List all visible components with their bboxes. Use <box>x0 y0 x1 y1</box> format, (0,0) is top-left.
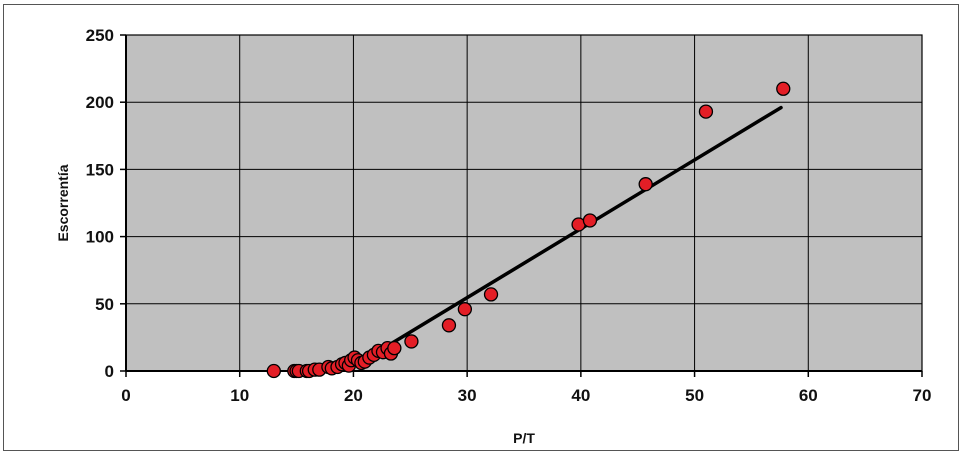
y-tick-label: 200 <box>86 93 114 112</box>
y-tick-label: 150 <box>86 160 114 179</box>
trend-line <box>366 105 783 360</box>
y-axis-title: Escorrentía <box>55 164 71 241</box>
x-tick-label: 0 <box>121 386 130 405</box>
chart-svg: 0 10 20 30 40 50 60 70 0 50 100 150 200 250 P/T Escor… <box>55 26 932 446</box>
x-tick-label: 70 <box>913 386 932 405</box>
x-tick-label: 60 <box>799 386 818 405</box>
data-point <box>404 334 419 349</box>
x-tick-label: 10 <box>230 386 249 405</box>
data-point <box>266 363 281 379</box>
data-point <box>387 341 402 356</box>
y-tick-label: 50 <box>95 295 114 314</box>
data-point <box>582 213 598 228</box>
tick-labels: 0 10 20 30 40 50 60 70 0 50 100 150 200 250 <box>86 26 932 405</box>
y-tick-label: 0 <box>105 362 114 381</box>
x-tick-label: 20 <box>344 386 363 405</box>
data-point <box>441 318 457 333</box>
data-point <box>698 104 714 119</box>
data-point <box>457 302 473 317</box>
axes <box>120 34 923 377</box>
plot-area <box>126 35 922 371</box>
y-tick-label: 250 <box>86 26 114 45</box>
y-tick-label: 100 <box>86 228 114 247</box>
data-points <box>266 81 791 379</box>
chart-frame: 0 10 20 30 40 50 60 70 0 50 100 150 200 250 P/T Escor… <box>3 4 959 451</box>
data-point <box>638 177 653 192</box>
trend-line-group <box>366 105 783 360</box>
data-point <box>776 81 791 96</box>
x-tick-label: 30 <box>458 386 477 405</box>
x-axis-title: P/T <box>513 430 535 446</box>
data-point <box>483 287 499 302</box>
x-tick-label: 40 <box>571 386 590 405</box>
x-tick-label: 50 <box>685 386 704 405</box>
